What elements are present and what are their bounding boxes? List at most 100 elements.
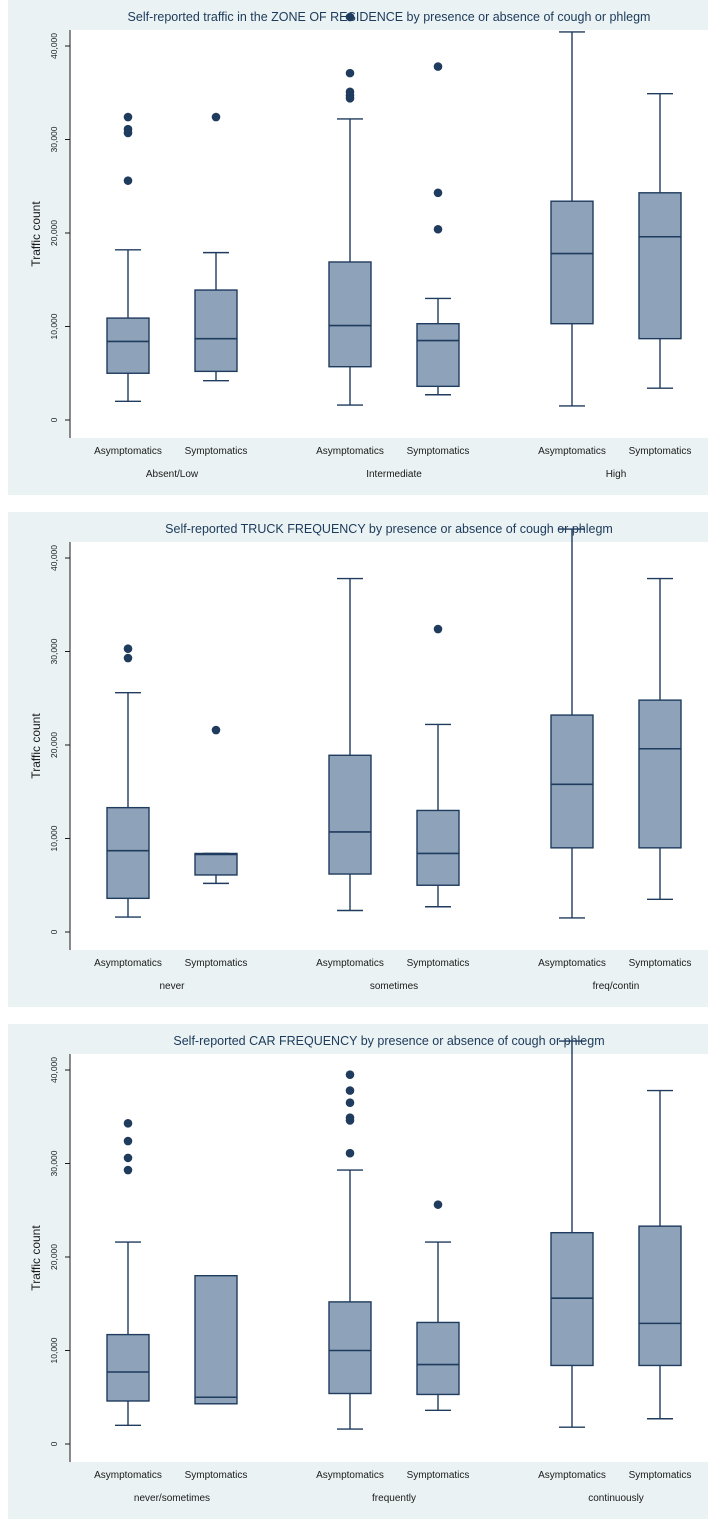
chart1-y-tick-label: 40,000 — [49, 33, 59, 59]
iqr-box — [416, 1321, 460, 1396]
chart1-box-absent-low-asymptomatics — [106, 112, 150, 402]
chart-panel-car-frequency: Self-reported CAR FREQUENCY by presence … — [8, 1024, 708, 1519]
iqr-box — [106, 317, 150, 374]
chart2-group-label: never — [159, 981, 185, 992]
chart3-category-label: Symptomatics — [407, 1470, 470, 1481]
iqr-box — [194, 1274, 238, 1405]
chart1-group-label: Intermediate — [366, 469, 422, 480]
outlier-point — [123, 1136, 133, 1146]
outlier-point — [433, 624, 443, 634]
chart2-y-axis-label: Traffic count — [29, 713, 43, 779]
chart3-category-label: Symptomatics — [185, 1470, 248, 1481]
chart1-y-tick-label: 10,000 — [49, 313, 59, 339]
chart3-category-label: Symptomatics — [629, 1470, 692, 1481]
chart1-y-tick-label: 20,000 — [49, 220, 59, 246]
chart1-category-label: Asymptomatics — [316, 446, 384, 457]
chart3-box-continuously-symptomatics — [638, 1089, 682, 1420]
chart3-category-label: Asymptomatics — [538, 1470, 606, 1481]
outlier-point — [123, 1118, 133, 1128]
iqr-box — [328, 754, 372, 875]
outlier-point — [345, 1148, 355, 1158]
boxplot-car-frequency: Self-reported CAR FREQUENCY by presence … — [29, 1034, 708, 1504]
chart3-y-tick-label: 30,000 — [49, 1150, 59, 1176]
chart2-y-tick-label: 20,000 — [49, 732, 59, 758]
outlier-point — [345, 1098, 355, 1108]
chart3-title: Self-reported CAR FREQUENCY by presence … — [173, 1034, 604, 1048]
chart3-category-label: Asymptomatics — [94, 1470, 162, 1481]
chart3-group-label: never/sometimes — [134, 1493, 210, 1504]
chart2-y-tick-label: 10,000 — [49, 825, 59, 851]
outlier-point — [211, 725, 221, 735]
outlier-point — [433, 224, 443, 234]
chart1-box-absent-low-symptomatics — [194, 112, 238, 382]
outlier-point — [345, 12, 355, 22]
chart3-group-label: frequently — [372, 1493, 416, 1504]
chart-panel-zone-of-residence: Self-reported traffic in the ZONE OF RES… — [8, 0, 708, 495]
chart2-y-tick-label: 40,000 — [49, 545, 59, 571]
outlier-point — [123, 653, 133, 663]
outlier-point — [123, 644, 133, 653]
chart3-box-never-sometimes-symptomatics — [194, 1274, 238, 1405]
outlier-point — [345, 1086, 355, 1095]
chart1-category-label: Symptomatics — [407, 446, 470, 457]
chart2-category-label: Asymptomatics — [94, 958, 162, 969]
chart3-box-continuously-asymptomatics — [550, 1040, 594, 1428]
chart1-title: Self-reported traffic in the ZONE OF RES… — [128, 10, 651, 24]
chart2-category-label: Asymptomatics — [316, 958, 384, 969]
chart2-box-sometimes-symptomatics — [416, 624, 460, 908]
chart2-box-sometimes-asymptomatics — [328, 577, 372, 912]
outlier-point — [123, 124, 133, 134]
chart1-category-label: Symptomatics — [185, 446, 248, 457]
iqr-box — [194, 852, 238, 876]
iqr-box — [638, 1225, 682, 1367]
iqr-box — [550, 200, 594, 325]
chart1-y-tick-label: 0 — [49, 417, 59, 422]
outlier-point — [211, 112, 221, 122]
chart3-y-tick-label: 10,000 — [49, 1337, 59, 1363]
chart1-group-label: High — [606, 469, 627, 480]
boxplot-truck-frequency: Self-reported TRUCK FREQUENCY by presenc… — [29, 522, 708, 992]
chart2-box-freq-contin-asymptomatics — [550, 528, 594, 919]
iqr-box — [416, 809, 460, 886]
chart2-category-label: Asymptomatics — [538, 958, 606, 969]
chart2-box-never-symptomatics — [194, 725, 238, 885]
chart2-box-never-asymptomatics — [106, 644, 150, 918]
chart1-box-intermediate-asymptomatics — [328, 12, 372, 406]
chart1-box-high-symptomatics — [638, 92, 682, 389]
outlier-point — [345, 1070, 355, 1079]
iqr-box — [106, 1333, 150, 1402]
chart2-title: Self-reported TRUCK FREQUENCY by presenc… — [165, 522, 613, 536]
iqr-box — [416, 322, 460, 388]
outlier-point — [123, 176, 133, 185]
outlier-point — [123, 1153, 133, 1163]
chart1-category-label: Asymptomatics — [94, 446, 162, 457]
outlier-point — [123, 112, 133, 122]
chart3-y-axis-label: Traffic count — [29, 1225, 43, 1291]
chart3-category-label: Asymptomatics — [316, 1470, 384, 1481]
chart2-category-label: Symptomatics — [629, 958, 692, 969]
outlier-point — [345, 68, 355, 78]
outlier-point — [345, 87, 355, 97]
iqr-box — [328, 261, 372, 368]
chart3-y-tick-label: 0 — [49, 1441, 59, 1446]
chart3-y-tick-label: 40,000 — [49, 1057, 59, 1083]
chart1-category-label: Asymptomatics — [538, 446, 606, 457]
outlier-point — [123, 1165, 133, 1175]
chart1-box-intermediate-symptomatics — [416, 62, 460, 396]
chart2-box-freq-contin-symptomatics — [638, 577, 682, 900]
outlier-point — [433, 1200, 443, 1209]
chart2-group-label: freq/contin — [593, 981, 640, 992]
chart1-group-label: Absent/Low — [146, 469, 199, 480]
outlier-point — [345, 1113, 355, 1122]
chart2-category-label: Symptomatics — [407, 958, 470, 969]
chart2-plot-area — [70, 542, 708, 950]
iqr-box — [638, 699, 682, 849]
boxplot-zone-of-residence: Self-reported traffic in the ZONE OF RES… — [29, 10, 708, 480]
chart1-y-tick-label: 30,000 — [49, 126, 59, 152]
chart-panel-truck-frequency: Self-reported TRUCK FREQUENCY by presenc… — [8, 512, 708, 1007]
chart3-box-never-sometimes-asymptomatics — [106, 1118, 150, 1426]
chart3-y-tick-label: 20,000 — [49, 1244, 59, 1270]
chart1-category-label: Symptomatics — [629, 446, 692, 457]
chart1-box-high-asymptomatics — [550, 31, 594, 407]
chart3-plot-area — [70, 1054, 708, 1462]
